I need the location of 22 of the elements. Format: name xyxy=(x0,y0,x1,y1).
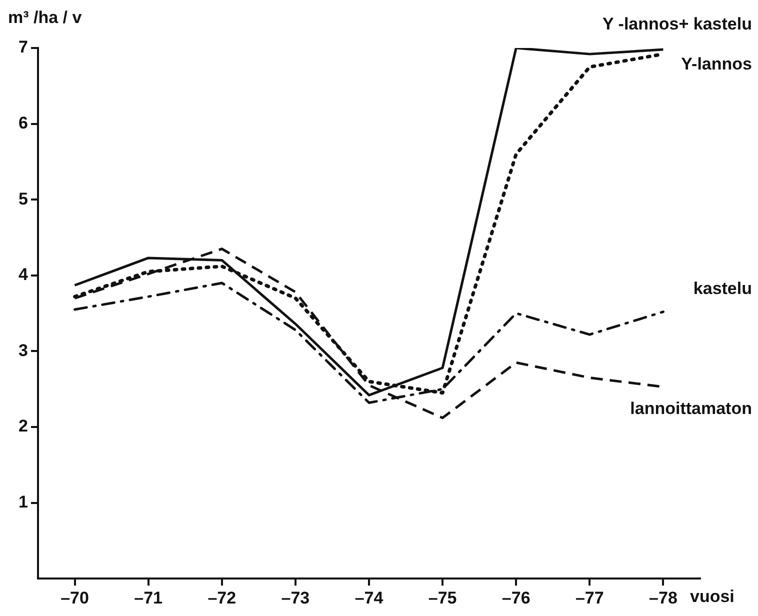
y-tick-label: 4 xyxy=(18,265,29,284)
y-tick-label: 2 xyxy=(18,416,28,436)
series-label: lannoittamaton xyxy=(630,399,752,418)
x-tick-label: –74 xyxy=(354,588,384,608)
x-tick-label: –77 xyxy=(575,588,604,608)
series-label: Y-lannos xyxy=(681,54,752,74)
x-tick-label: –73 xyxy=(281,588,310,608)
x-tick-label: –76 xyxy=(502,588,530,608)
x-tick-label: –71 xyxy=(134,588,163,608)
y-tick-label: 5 xyxy=(18,189,28,208)
y-tick-label: 7 xyxy=(18,38,28,57)
series-label: Y -lannos+ kastelu xyxy=(602,14,752,34)
x-tick-label: –70 xyxy=(60,588,89,608)
x-axis-title: vuosi xyxy=(690,586,734,606)
y-tick-label: 1 xyxy=(18,492,28,512)
y-tick-label: 6 xyxy=(18,113,28,132)
y-axis-title: m³ /ha / v xyxy=(8,8,82,28)
x-tick-label: –78 xyxy=(649,588,678,608)
x-tick-label: –75 xyxy=(428,588,457,608)
x-tick-label: –72 xyxy=(208,588,236,608)
series-label: kastelu xyxy=(693,278,752,298)
y-tick-label: 3 xyxy=(18,340,28,360)
